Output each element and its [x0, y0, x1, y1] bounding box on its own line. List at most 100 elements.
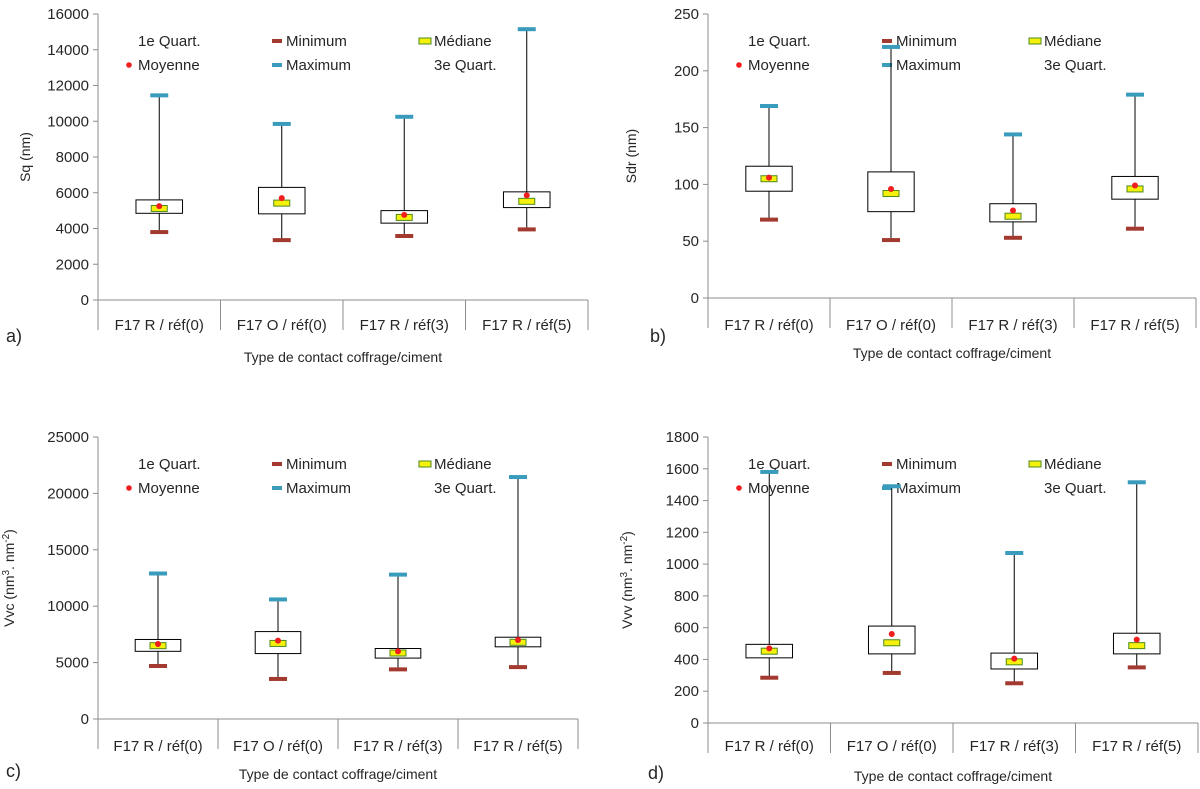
chart-svg: 0 200 400 600 800 1000 1200 1400 1600 1800 F17 R /…	[619, 429, 1199, 784]
panel-letter: b)	[650, 326, 666, 346]
y-tick-label: 50	[682, 233, 699, 250]
y-axis-title-part: . nm	[1, 543, 17, 570]
x-tick-label: F17 R / réf(5)	[482, 317, 571, 334]
y-tick-label: 0	[691, 290, 699, 307]
legend-mean-marker	[126, 62, 132, 68]
legend-item-median: Médiane	[418, 33, 492, 50]
y-axis-title-sup: -2	[619, 535, 630, 544]
x-tick-label: F17 R / réf(5)	[1090, 317, 1179, 334]
maximum-cap	[272, 121, 291, 126]
legend-item-q3: 3e Quart.	[1044, 480, 1107, 497]
y-tick-label: 20000	[47, 485, 89, 502]
y-tick-label: 16000	[47, 6, 89, 23]
legend-label-q3: 3e Quart.	[1044, 57, 1107, 74]
y-tick-label: 400	[674, 651, 699, 668]
minimum-cap	[395, 234, 414, 239]
minimum-cap	[517, 227, 536, 232]
minimum-cap	[272, 238, 291, 243]
legend-item-maximum: Maximum	[882, 57, 961, 74]
median-marker	[518, 197, 536, 205]
y-tick-label: 100	[674, 176, 699, 193]
legend-item-q3: 3e Quart.	[434, 57, 497, 74]
y-tick-label: 1200	[666, 524, 699, 541]
y-tick-label: 1800	[666, 429, 699, 446]
maximum-cap	[1004, 132, 1022, 137]
box-group	[867, 484, 916, 675]
chart-svg: 0 2000 4000 6000 8000 10000 12000 14000 16000 F17…	[6, 6, 589, 365]
legend-item-q3: 3e Quart.	[434, 480, 497, 497]
x-tick-label: F17 R / réf(3)	[970, 738, 1059, 755]
x-tick-label: F17 R / réf(0)	[113, 738, 202, 755]
legend-item-q3: 3e Quart.	[1044, 57, 1107, 74]
mean-point	[888, 185, 894, 192]
y-axis-title: Vvv (nm3. nm-2)	[619, 531, 635, 629]
legend-item-minimum: Minimum	[882, 33, 957, 50]
x-axis-title: Type de contact coffrage/ciment	[244, 349, 442, 365]
legend-label-q1: 1e Quart.	[138, 33, 201, 50]
legend-item-median: Médiane	[1028, 33, 1102, 50]
box-group	[867, 44, 915, 243]
x-axis-title: Type de contact coffrage/ciment	[239, 766, 437, 782]
y-tick-label: 0	[691, 715, 699, 732]
legend-item-median: Médiane	[418, 456, 492, 473]
maximum-cap	[1127, 480, 1146, 485]
maximum-cap	[389, 572, 407, 577]
legend-label-maximum: Maximum	[896, 57, 961, 74]
mean-point	[275, 637, 281, 644]
y-axis-title: Vvc (nm3. nm-2)	[1, 529, 17, 627]
minimum-cap	[1126, 226, 1144, 231]
minimum-cap	[760, 217, 778, 222]
legend-label-minimum: Minimum	[286, 456, 347, 473]
y-axis-title-sup: -2	[1, 533, 12, 542]
median-marker	[1128, 642, 1146, 650]
legend-label-mean: Moyenne	[748, 480, 810, 497]
legend-label-q1: 1e Quart.	[138, 456, 201, 473]
maximum-cap	[149, 571, 167, 576]
legend-label-median: Médiane	[434, 33, 492, 50]
mean-point	[766, 645, 773, 652]
box-group	[254, 597, 302, 681]
mean-point	[156, 203, 163, 210]
y-tick-label: 2000	[56, 256, 89, 273]
box-group	[380, 114, 429, 239]
box-group	[374, 572, 422, 672]
y-tick-label: 4000	[56, 221, 89, 238]
maximum-cap	[1126, 92, 1144, 97]
legend-label-minimum: Minimum	[286, 33, 347, 50]
legend-item-maximum: Maximum	[272, 57, 351, 74]
legend-median-marker	[1028, 37, 1042, 45]
legend-label-mean: Moyenne	[138, 57, 200, 74]
legend-label-q3: 3e Quart.	[434, 480, 497, 497]
y-tick-label: 1000	[666, 556, 699, 573]
box-group	[502, 27, 551, 232]
x-tick-label: F17 R / réf(0)	[725, 738, 814, 755]
minimum-cap	[509, 665, 527, 670]
minimum-cap	[150, 230, 169, 235]
legend-label-median: Médiane	[434, 456, 492, 473]
maximum-cap	[1005, 550, 1024, 555]
mean-point	[1011, 655, 1018, 662]
y-tick-label: 800	[674, 588, 699, 605]
legend-item-q1: 1e Quart.	[748, 33, 811, 50]
box-group	[1111, 92, 1159, 231]
legend-mean-marker	[736, 485, 742, 491]
y-axis-title-part: )	[1, 529, 17, 534]
legend-item-maximum: Maximum	[272, 480, 351, 497]
legend-label-maximum: Maximum	[286, 480, 351, 497]
maximum-cap	[150, 93, 169, 98]
legend-label-minimum: Minimum	[896, 456, 957, 473]
y-axis-title: Sdr (nm)	[623, 129, 639, 183]
y-tick-label: 200	[674, 683, 699, 700]
chart-panel-a: 0 2000 4000 6000 8000 10000 12000 14000 16000 F17…	[0, 0, 600, 390]
legend-label-q1: 1e Quart.	[748, 33, 811, 50]
minimum-cap	[389, 667, 407, 672]
y-tick-label: 12000	[47, 78, 89, 95]
legend-label-q1: 1e Quart.	[748, 456, 811, 473]
y-axis-title-sup: 3	[1, 570, 12, 576]
x-tick-label: F17 O / réf(0)	[847, 738, 937, 755]
y-tick-label: 25000	[47, 429, 89, 446]
x-tick-label: F17 O / réf(0)	[233, 738, 323, 755]
legend-item-mean: Moyenne	[736, 480, 810, 497]
legend-item-mean: Moyenne	[126, 57, 200, 74]
x-tick-label: F17 R / réf(5)	[473, 738, 562, 755]
